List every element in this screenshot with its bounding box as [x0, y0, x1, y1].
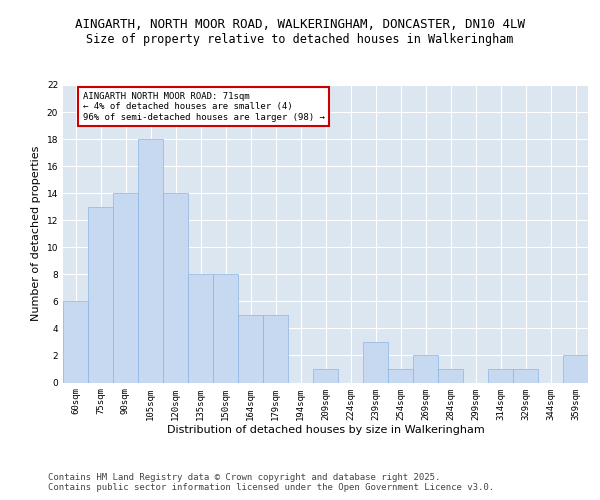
Text: AINGARTH NORTH MOOR ROAD: 71sqm
← 4% of detached houses are smaller (4)
96% of s: AINGARTH NORTH MOOR ROAD: 71sqm ← 4% of … — [83, 92, 325, 122]
Bar — [63, 302, 88, 382]
Text: AINGARTH, NORTH MOOR ROAD, WALKERINGHAM, DONCASTER, DN10 4LW: AINGARTH, NORTH MOOR ROAD, WALKERINGHAM,… — [75, 18, 525, 30]
Bar — [113, 193, 138, 382]
Bar — [313, 369, 338, 382]
Bar — [513, 369, 538, 382]
Bar — [363, 342, 388, 382]
X-axis label: Distribution of detached houses by size in Walkeringham: Distribution of detached houses by size … — [167, 425, 484, 435]
Bar — [213, 274, 238, 382]
Bar — [238, 315, 263, 382]
Y-axis label: Number of detached properties: Number of detached properties — [31, 146, 41, 322]
Bar — [188, 274, 213, 382]
Bar — [563, 356, 588, 382]
Bar — [438, 369, 463, 382]
Bar — [138, 139, 163, 382]
Bar — [413, 356, 438, 382]
Bar — [488, 369, 513, 382]
Bar — [263, 315, 288, 382]
Bar — [88, 206, 113, 382]
Bar — [163, 193, 188, 382]
Text: Size of property relative to detached houses in Walkeringham: Size of property relative to detached ho… — [86, 32, 514, 46]
Bar — [388, 369, 413, 382]
Text: Contains HM Land Registry data © Crown copyright and database right 2025.
Contai: Contains HM Land Registry data © Crown c… — [48, 472, 494, 492]
